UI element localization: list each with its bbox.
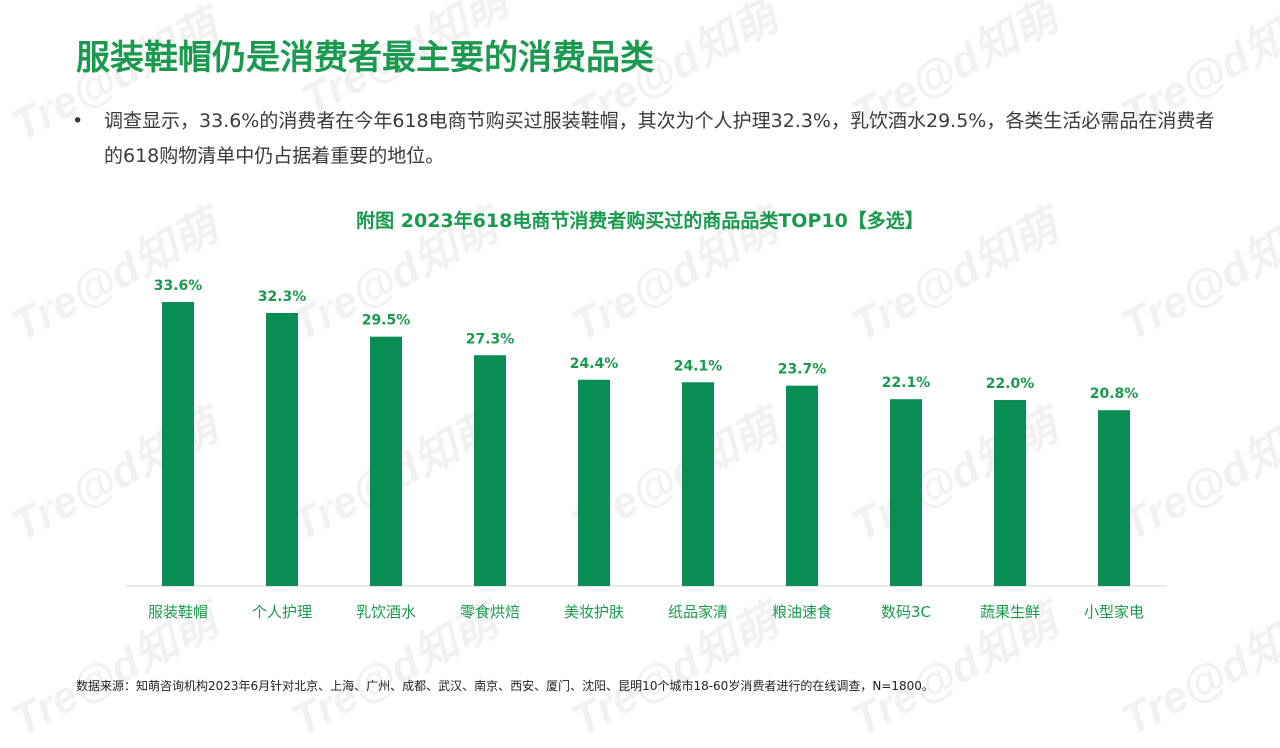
bar-3 [474, 355, 506, 586]
bar-0 [162, 302, 194, 586]
category-label-0: 服装鞋帽 [148, 603, 208, 621]
category-label-7: 数码3C [881, 603, 931, 621]
bar-5 [682, 382, 714, 586]
category-label-6: 粮油速食 [772, 603, 832, 621]
bar-7 [890, 399, 922, 586]
category-label-3: 零食烘焙 [460, 603, 520, 621]
chart-title: 附图 2023年618电商节消费者购买过的商品品类TOP10【多选】 [356, 210, 924, 232]
data-label-6: 23.7% [778, 362, 827, 378]
bullet-symbol: • [72, 110, 84, 132]
bar-8 [994, 400, 1026, 586]
category-label-5: 纸品家清 [668, 603, 728, 621]
page-title: 服装鞋帽仍是消费者最主要的消费品类 [76, 38, 654, 78]
data-label-8: 22.0% [986, 376, 1035, 392]
summary-bullet: • 调查显示，33.6%的消费者在今年618电商节购买过服装鞋帽，其次为个人护理… [72, 104, 1222, 174]
data-label-9: 20.8% [1090, 386, 1139, 402]
category-label-2: 乳饮酒水 [356, 603, 416, 621]
bar-4 [578, 379, 610, 586]
data-label-0: 33.6% [154, 278, 203, 294]
category-label-9: 小型家电 [1084, 603, 1144, 621]
data-label-2: 29.5% [362, 313, 411, 329]
summary-text: 调查显示，33.6%的消费者在今年618电商节购买过服装鞋帽，其次为个人护理32… [104, 110, 1215, 167]
data-label-3: 27.3% [466, 331, 515, 347]
source-footnote: 数据来源：知萌咨询机构2023年6月针对北京、上海、广州、成都、武汉、南京、西安… [76, 679, 934, 693]
bar-6 [786, 385, 818, 586]
bar-9 [1098, 410, 1130, 586]
category-label-1: 个人护理 [252, 603, 312, 621]
category-label-4: 美妆护肤 [564, 603, 624, 621]
bar-1 [266, 312, 298, 586]
data-label-5: 24.1% [674, 358, 723, 374]
data-label-4: 24.4% [570, 356, 619, 372]
data-label-1: 32.3% [258, 289, 307, 305]
bar-2 [370, 336, 402, 586]
category-label-8: 蔬果生鲜 [980, 603, 1040, 621]
bar-chart: 33.6% 服装鞋帽 32.3% 个人护理 29.5% 乳饮酒水 27.3% 零食烘焙 24.4… [126, 278, 1166, 621]
data-label-7: 22.1% [882, 375, 931, 391]
